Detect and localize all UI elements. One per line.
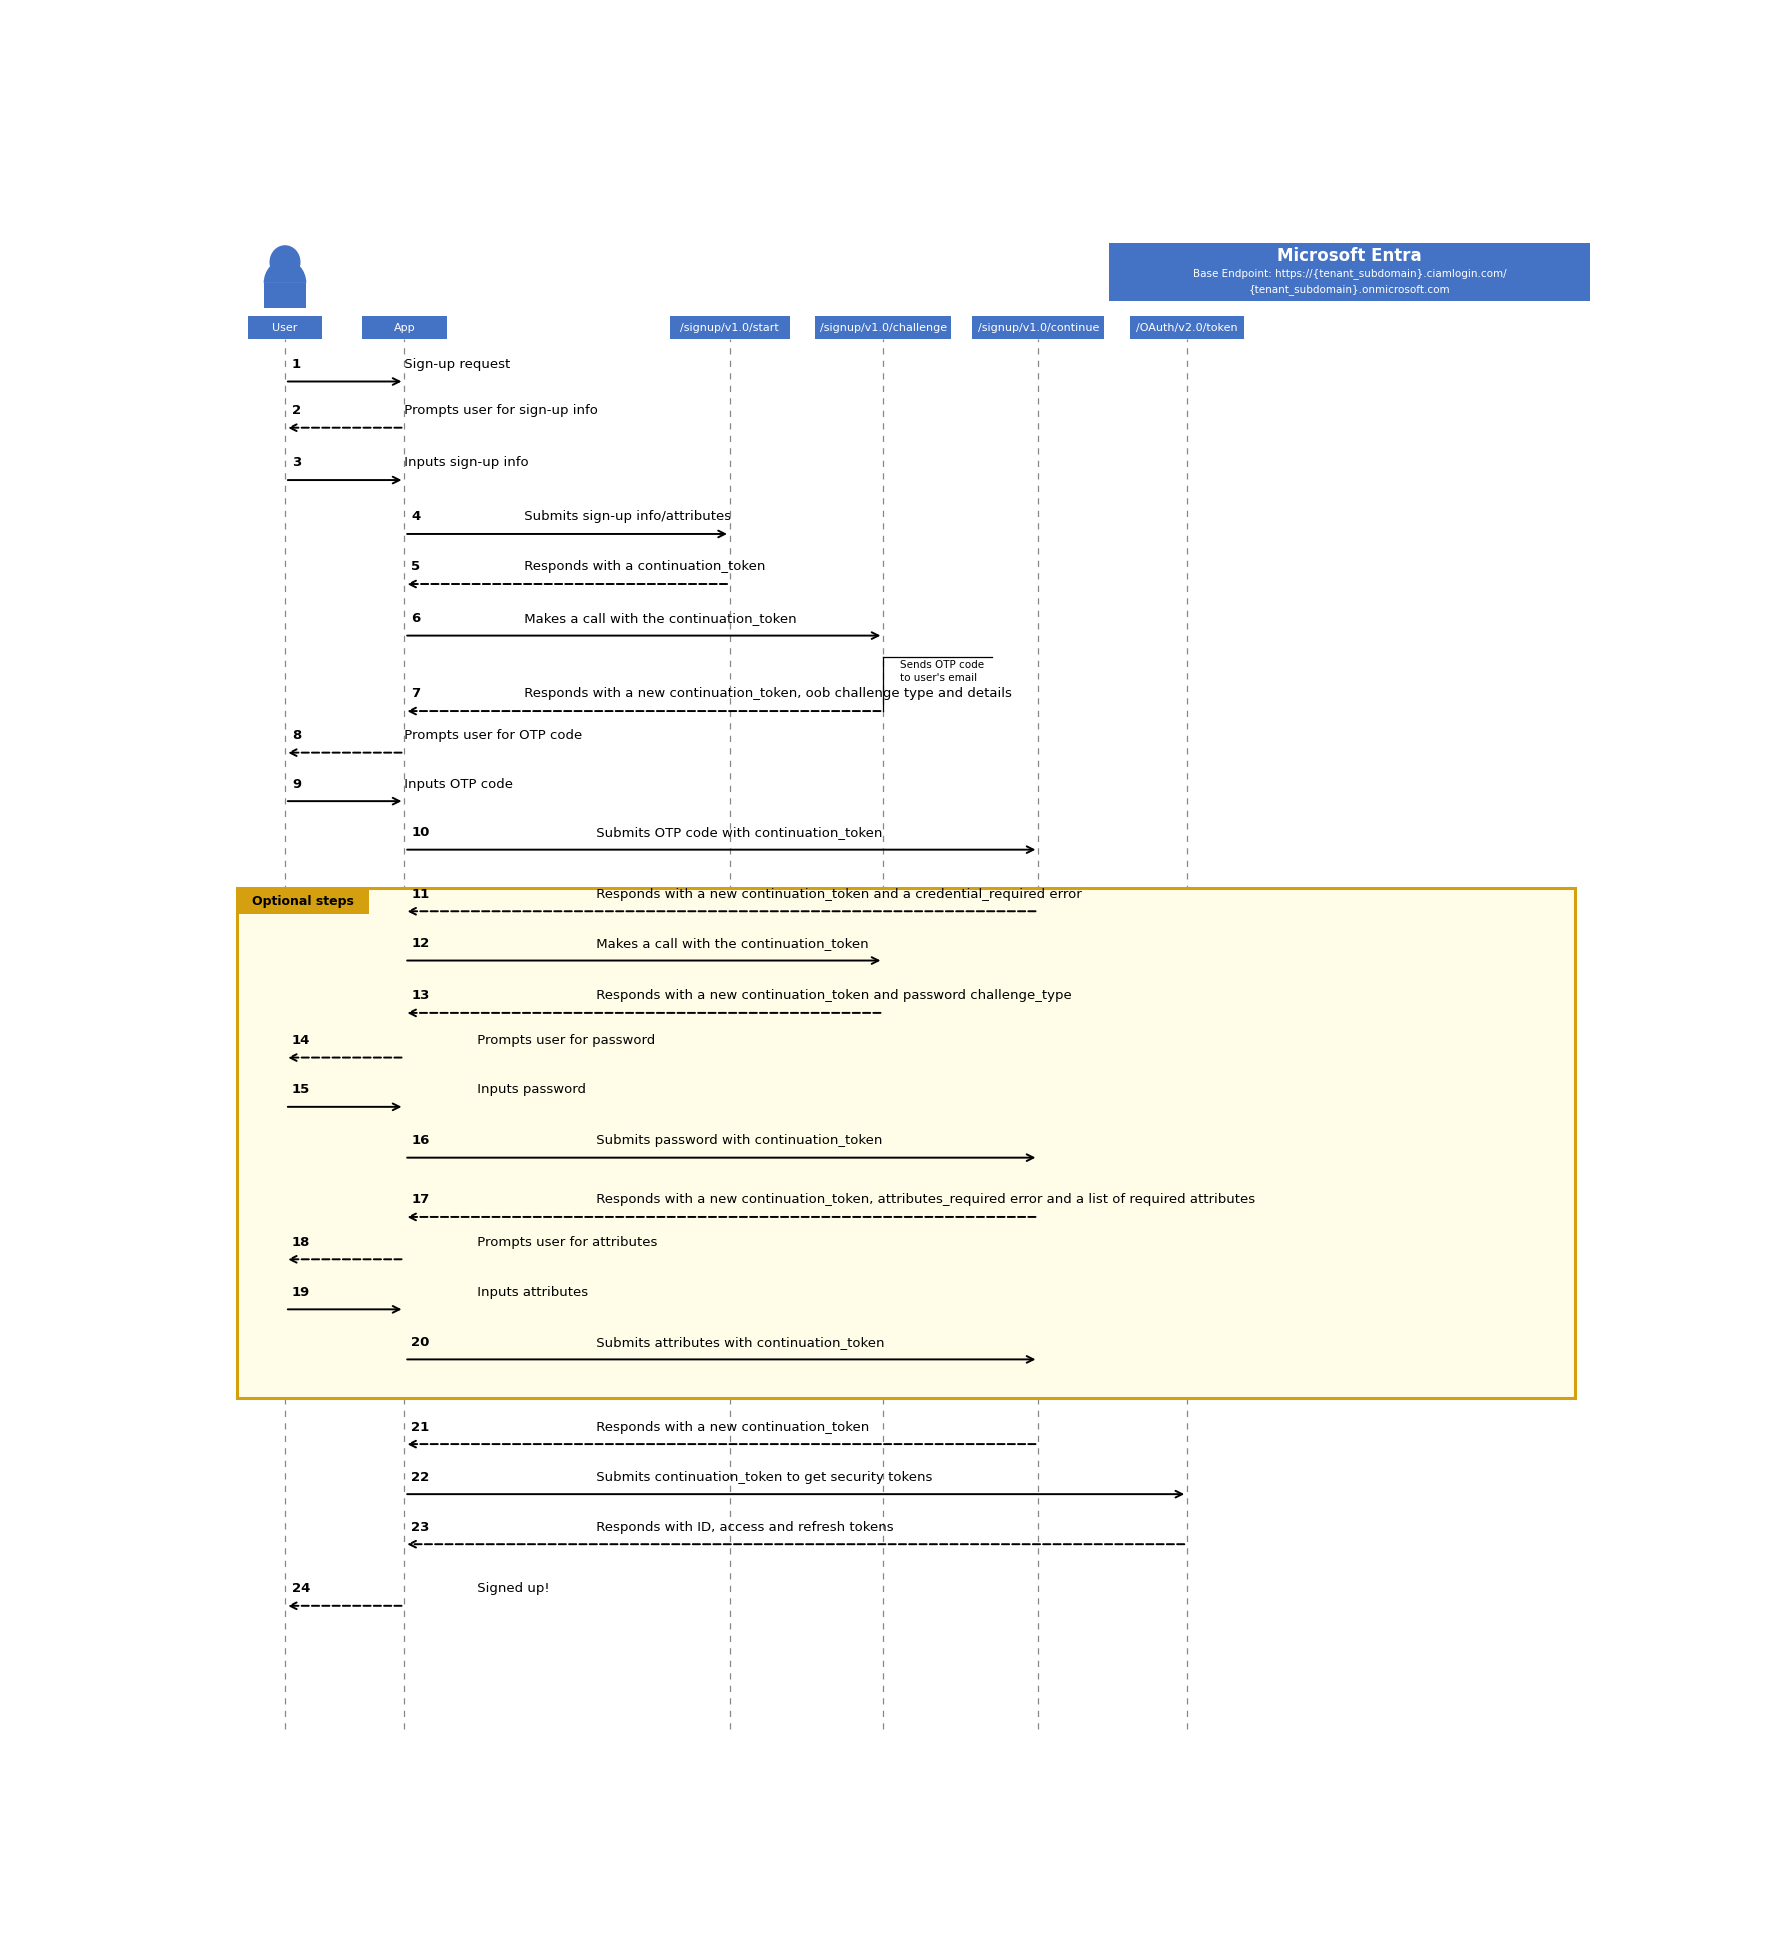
Text: 7: 7 <box>412 688 421 700</box>
Text: 15: 15 <box>293 1084 310 1096</box>
Text: Makes a call with the continuation_token: Makes a call with the continuation_token <box>592 937 869 951</box>
Bar <box>237 888 1575 1397</box>
Text: 11: 11 <box>412 888 430 902</box>
Text: 4: 4 <box>412 510 421 523</box>
Text: Inputs sign-up info: Inputs sign-up info <box>400 457 528 470</box>
Text: App: App <box>394 323 416 333</box>
Text: Prompts user for attributes: Prompts user for attributes <box>473 1235 657 1249</box>
Text: 8: 8 <box>293 729 301 743</box>
Ellipse shape <box>269 245 300 278</box>
Text: 22: 22 <box>412 1470 430 1484</box>
Text: Responds with a new continuation_token and a credential_required error: Responds with a new continuation_token a… <box>592 888 1081 902</box>
Text: 23: 23 <box>412 1521 430 1533</box>
Bar <box>1110 243 1590 300</box>
Text: Base Endpoint: https://{tenant_subdomain}.ciamlogin.com/: Base Endpoint: https://{tenant_subdomain… <box>1193 269 1506 278</box>
Text: 19: 19 <box>293 1286 310 1299</box>
Text: Responds with a new continuation_token, attributes_required error and a list of : Responds with a new continuation_token, … <box>592 1194 1254 1207</box>
Wedge shape <box>264 259 307 282</box>
Text: Submits continuation_token to get security tokens: Submits continuation_token to get securi… <box>592 1470 933 1484</box>
Text: 24: 24 <box>293 1582 310 1595</box>
Bar <box>248 316 321 339</box>
Bar <box>1129 316 1245 339</box>
Text: 6: 6 <box>412 612 421 625</box>
Text: /OAuth/v2.0/token: /OAuth/v2.0/token <box>1136 323 1238 333</box>
Text: Microsoft Entra: Microsoft Entra <box>1277 247 1422 265</box>
Text: 16: 16 <box>412 1135 430 1147</box>
Text: Submits password with continuation_token: Submits password with continuation_token <box>592 1135 883 1147</box>
Text: 21: 21 <box>412 1421 430 1433</box>
Text: 10: 10 <box>412 825 430 839</box>
Text: Responds with a new continuation_token and password challenge_type: Responds with a new continuation_token a… <box>592 990 1072 1002</box>
Text: 9: 9 <box>293 778 301 790</box>
Text: Responds with ID, access and refresh tokens: Responds with ID, access and refresh tok… <box>592 1521 894 1533</box>
Text: Inputs OTP code: Inputs OTP code <box>400 778 514 790</box>
Text: /signup/v1.0/challenge: /signup/v1.0/challenge <box>819 323 947 333</box>
Text: Prompts user for sign-up info: Prompts user for sign-up info <box>400 404 598 417</box>
Text: Responds with a continuation_token: Responds with a continuation_token <box>519 561 765 574</box>
Text: User: User <box>273 323 298 333</box>
Text: 14: 14 <box>293 1035 310 1047</box>
Text: 12: 12 <box>412 937 430 951</box>
Text: Prompts user for OTP code: Prompts user for OTP code <box>400 729 583 743</box>
Text: Inputs attributes: Inputs attributes <box>473 1286 587 1299</box>
Bar <box>669 316 790 339</box>
Bar <box>237 888 369 913</box>
Text: /signup/v1.0/continue: /signup/v1.0/continue <box>978 323 1099 333</box>
Text: Sign-up request: Sign-up request <box>400 359 510 370</box>
Text: Responds with a new continuation_token, oob challenge type and details: Responds with a new continuation_token, … <box>519 688 1012 700</box>
Text: Optional steps: Optional steps <box>252 896 353 907</box>
Bar <box>264 282 307 308</box>
Text: 5: 5 <box>412 561 421 574</box>
Text: 2: 2 <box>293 404 301 417</box>
Text: 20: 20 <box>412 1337 430 1348</box>
Text: 13: 13 <box>412 990 430 1002</box>
Text: Submits sign-up info/attributes: Submits sign-up info/attributes <box>519 510 731 523</box>
Text: 17: 17 <box>412 1194 430 1207</box>
Text: 1: 1 <box>293 359 301 370</box>
Text: Inputs password: Inputs password <box>473 1084 585 1096</box>
Text: Sends OTP code
to user's email: Sends OTP code to user's email <box>899 661 985 684</box>
Text: Prompts user for password: Prompts user for password <box>473 1035 655 1047</box>
Bar <box>815 316 951 339</box>
Bar <box>362 316 448 339</box>
Text: /signup/v1.0/start: /signup/v1.0/start <box>680 323 780 333</box>
Text: Submits attributes with continuation_token: Submits attributes with continuation_tok… <box>592 1337 885 1348</box>
Text: 3: 3 <box>293 457 301 470</box>
Text: 18: 18 <box>293 1235 310 1249</box>
Text: Signed up!: Signed up! <box>473 1582 549 1595</box>
Text: Responds with a new continuation_token: Responds with a new continuation_token <box>592 1421 869 1433</box>
Text: Submits OTP code with continuation_token: Submits OTP code with continuation_token <box>592 825 883 839</box>
Bar <box>972 316 1104 339</box>
Text: Makes a call with the continuation_token: Makes a call with the continuation_token <box>519 612 796 625</box>
Text: {tenant_subdomain}.onmicrosoft.com: {tenant_subdomain}.onmicrosoft.com <box>1249 284 1450 294</box>
